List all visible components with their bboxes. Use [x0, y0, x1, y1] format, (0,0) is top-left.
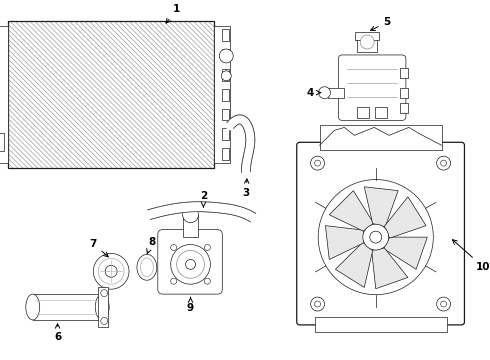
Circle shape [204, 244, 210, 251]
Polygon shape [335, 242, 373, 287]
Ellipse shape [26, 294, 40, 320]
Circle shape [441, 160, 446, 166]
Ellipse shape [141, 258, 153, 277]
Bar [222, 148, 229, 160]
Polygon shape [384, 237, 427, 269]
Circle shape [311, 297, 324, 311]
Circle shape [221, 71, 231, 81]
Circle shape [204, 278, 210, 284]
Bar [33, 294, 102, 320]
Bar [222, 69, 229, 81]
Bar [357, 107, 369, 118]
Bar [222, 129, 229, 140]
Polygon shape [329, 191, 374, 231]
Bar [355, 32, 379, 40]
Circle shape [318, 180, 433, 295]
Text: 4: 4 [307, 88, 320, 98]
Circle shape [220, 49, 233, 63]
Circle shape [171, 244, 177, 251]
Circle shape [315, 160, 320, 166]
Bar [375, 107, 387, 118]
Text: 2: 2 [200, 191, 207, 207]
Text: 5: 5 [370, 17, 391, 30]
Text: 7: 7 [90, 239, 108, 257]
Circle shape [363, 224, 389, 250]
Bar [400, 88, 408, 98]
Ellipse shape [137, 255, 157, 280]
Circle shape [370, 231, 382, 243]
Text: 6: 6 [54, 324, 61, 342]
Circle shape [171, 278, 177, 284]
FancyBboxPatch shape [297, 142, 465, 325]
Bar [222, 49, 229, 61]
Ellipse shape [95, 294, 109, 320]
Bar [400, 68, 408, 78]
Bar [400, 103, 408, 113]
Circle shape [93, 253, 129, 289]
Circle shape [101, 318, 108, 324]
Text: 10: 10 [452, 240, 490, 272]
Text: 9: 9 [187, 297, 194, 313]
Text: 8: 8 [147, 237, 155, 253]
Bar [222, 89, 229, 100]
Polygon shape [384, 197, 426, 238]
Bar [214, 26, 230, 163]
Polygon shape [364, 187, 398, 227]
Polygon shape [227, 115, 255, 172]
Bar [0, 26, 8, 163]
Circle shape [315, 301, 320, 307]
Bar [357, 38, 377, 52]
Bar [315, 317, 446, 332]
Bar [328, 88, 344, 98]
Circle shape [98, 258, 124, 284]
FancyBboxPatch shape [158, 230, 222, 294]
Circle shape [318, 87, 330, 99]
Bar [222, 29, 229, 41]
Bar [98, 287, 108, 327]
Text: 1: 1 [166, 4, 180, 23]
Polygon shape [147, 202, 256, 222]
Polygon shape [371, 248, 408, 289]
Bar [8, 21, 214, 168]
Circle shape [437, 297, 451, 311]
Circle shape [186, 260, 196, 269]
Polygon shape [325, 226, 364, 260]
Circle shape [360, 35, 374, 49]
Bar [0, 133, 4, 151]
FancyBboxPatch shape [339, 55, 406, 121]
Circle shape [441, 301, 446, 307]
Text: 3: 3 [243, 179, 250, 198]
Bar [183, 215, 198, 237]
Circle shape [105, 265, 117, 277]
Circle shape [311, 156, 324, 170]
Circle shape [101, 290, 108, 297]
Bar [222, 109, 229, 121]
Circle shape [171, 244, 210, 284]
Circle shape [183, 207, 198, 223]
Bar [319, 125, 441, 150]
Circle shape [437, 156, 451, 170]
Circle shape [177, 251, 204, 278]
